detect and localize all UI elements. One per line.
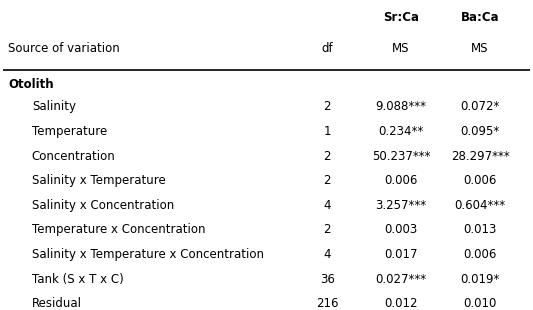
Text: 2: 2 xyxy=(324,149,331,162)
Text: Tank (S x T x C): Tank (S x T x C) xyxy=(32,272,124,286)
Text: 0.019*: 0.019* xyxy=(461,272,500,286)
Text: 2: 2 xyxy=(324,223,331,236)
Text: Ba:Ca: Ba:Ca xyxy=(461,11,499,24)
Text: 0.006: 0.006 xyxy=(463,248,497,261)
Text: 216: 216 xyxy=(316,297,338,310)
Text: Residual: Residual xyxy=(32,297,82,310)
Text: 28.297***: 28.297*** xyxy=(451,149,510,162)
Text: df: df xyxy=(321,42,333,55)
Text: Otolith: Otolith xyxy=(8,78,54,91)
Text: 4: 4 xyxy=(324,199,331,212)
Text: 36: 36 xyxy=(320,272,335,286)
Text: Salinity x Temperature: Salinity x Temperature xyxy=(32,174,166,187)
Text: Temperature: Temperature xyxy=(32,125,107,138)
Text: 0.006: 0.006 xyxy=(384,174,418,187)
Text: Concentration: Concentration xyxy=(32,149,116,162)
Text: Sr:Ca: Sr:Ca xyxy=(383,11,419,24)
Text: 0.012: 0.012 xyxy=(384,297,418,310)
Text: 2: 2 xyxy=(324,174,331,187)
Text: Source of variation: Source of variation xyxy=(8,42,120,55)
Text: Salinity: Salinity xyxy=(32,100,76,113)
Text: 0.010: 0.010 xyxy=(463,297,497,310)
Text: Temperature x Concentration: Temperature x Concentration xyxy=(32,223,205,236)
Text: 4: 4 xyxy=(324,248,331,261)
Text: 0.017: 0.017 xyxy=(384,248,418,261)
Text: Salinity x Concentration: Salinity x Concentration xyxy=(32,199,174,212)
Text: 9.088***: 9.088*** xyxy=(375,100,426,113)
Text: MS: MS xyxy=(471,42,489,55)
Text: Salinity x Temperature x Concentration: Salinity x Temperature x Concentration xyxy=(32,248,264,261)
Text: 3.257***: 3.257*** xyxy=(375,199,426,212)
Text: 50.237***: 50.237*** xyxy=(372,149,430,162)
Text: 1: 1 xyxy=(324,125,331,138)
Text: 0.027***: 0.027*** xyxy=(375,272,426,286)
Text: 2: 2 xyxy=(324,100,331,113)
Text: 0.072*: 0.072* xyxy=(461,100,500,113)
Text: MS: MS xyxy=(392,42,410,55)
Text: 0.003: 0.003 xyxy=(384,223,418,236)
Text: 0.095*: 0.095* xyxy=(461,125,500,138)
Text: 0.013: 0.013 xyxy=(463,223,497,236)
Text: 0.006: 0.006 xyxy=(463,174,497,187)
Text: 0.604***: 0.604*** xyxy=(455,199,506,212)
Text: 0.234**: 0.234** xyxy=(378,125,424,138)
